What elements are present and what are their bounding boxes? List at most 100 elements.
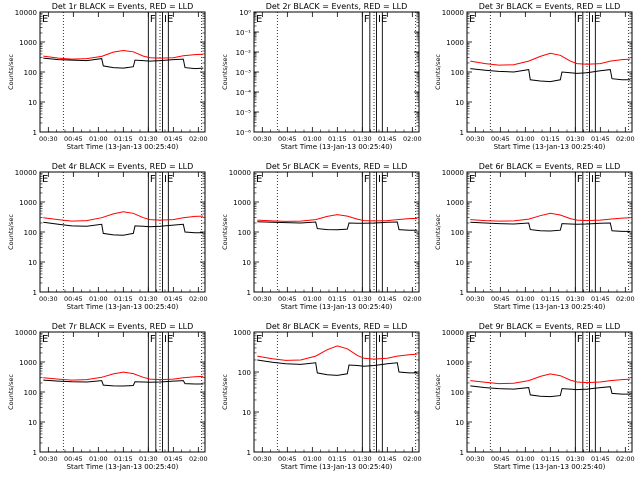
flag-label-e: E bbox=[256, 334, 262, 345]
x-tick-label: 02:00 bbox=[189, 295, 208, 303]
y-axis-label: Counts/sec bbox=[221, 54, 229, 90]
events-series-line bbox=[257, 359, 418, 376]
x-tick-label: 01:45 bbox=[378, 295, 397, 303]
y-axis-label: Counts/sec bbox=[434, 214, 442, 250]
panel-det-4r: Det 4r BLACK = Events, RED = LLD 1 10 100 10… bbox=[7, 162, 208, 311]
x-tick-label: 01:30 bbox=[353, 455, 372, 463]
x-tick-label: 01:00 bbox=[89, 135, 108, 143]
y-tick-label: 10⁻⁴ bbox=[236, 89, 252, 97]
panel-det-3r: Det 3r BLACK = Events, RED = LLD 1 10 100 10… bbox=[434, 2, 635, 151]
y-tick-label: 1000 bbox=[446, 39, 464, 47]
x-tick-label: 01:45 bbox=[164, 295, 183, 303]
x-tick-label: 00:45 bbox=[278, 295, 297, 303]
x-tick-label: 01:00 bbox=[516, 295, 535, 303]
lld-series-line bbox=[257, 345, 418, 361]
x-tick-label: 02:00 bbox=[616, 135, 635, 143]
y-tick-label: 1000 bbox=[233, 199, 251, 207]
x-tick-label: 01:45 bbox=[378, 135, 397, 143]
y-tick-label: 1 bbox=[247, 449, 251, 457]
y-tick-label: 1000 bbox=[19, 39, 37, 47]
flag-label-f: F bbox=[364, 334, 370, 345]
y-tick-label: 1 bbox=[33, 449, 37, 457]
y-tick-label: 10 bbox=[455, 259, 464, 267]
events-series-line bbox=[43, 379, 204, 387]
x-tick-label: 02:00 bbox=[189, 455, 208, 463]
y-axis-label: Counts/sec bbox=[7, 54, 15, 90]
lld-series-line bbox=[43, 371, 204, 381]
plot-frame bbox=[253, 331, 420, 453]
panel-title: Det 6r BLACK = Events, RED = LLD bbox=[479, 162, 621, 171]
y-tick-label: 10000 bbox=[442, 329, 464, 337]
flag-label-e: E bbox=[42, 174, 48, 185]
x-tick-label: 01:15 bbox=[114, 455, 133, 463]
x-tick-label: 01:30 bbox=[139, 135, 158, 143]
y-tick-label: 100 bbox=[24, 229, 37, 237]
y-axis-label: Counts/sec bbox=[7, 214, 15, 250]
plot-frame bbox=[39, 331, 206, 453]
x-tick-label: 00:45 bbox=[278, 455, 297, 463]
y-tick-label: 100 bbox=[451, 69, 464, 77]
x-axis-label: Start Time (13-Jan-13 00:25:40) bbox=[281, 303, 393, 311]
y-axis-label: Counts/sec bbox=[434, 374, 442, 410]
x-tick-label: 00:30 bbox=[253, 455, 272, 463]
x-tick-label: 00:45 bbox=[491, 455, 510, 463]
panel-title: Det 5r BLACK = Events, RED = LLD bbox=[266, 162, 408, 171]
flag-label-f: F bbox=[150, 174, 156, 185]
panel-det-5r: Det 5r BLACK = Events, RED = LLD 1 10 100 10… bbox=[221, 162, 422, 311]
flag-label-e: E bbox=[42, 14, 48, 25]
x-tick-label: 01:30 bbox=[566, 135, 585, 143]
y-tick-label: 100 bbox=[24, 69, 37, 77]
y-tick-label: 10⁻² bbox=[236, 49, 252, 57]
x-axis-label: Start Time (13-Jan-13 00:25:40) bbox=[494, 463, 606, 471]
x-tick-label: 02:00 bbox=[403, 135, 422, 143]
events-series-line bbox=[470, 68, 631, 83]
panel-det-6r: Det 6r BLACK = Events, RED = LLD 1 10 100 10… bbox=[434, 162, 635, 311]
x-tick-label: 00:30 bbox=[466, 135, 485, 143]
flag-label-ie: IE bbox=[591, 334, 600, 345]
flag-label-e: E bbox=[469, 14, 475, 25]
x-tick-label: 01:00 bbox=[303, 295, 322, 303]
x-tick-label: 02:00 bbox=[403, 295, 422, 303]
y-tick-label: 10⁰ bbox=[239, 9, 251, 17]
y-tick-label: 1 bbox=[460, 129, 464, 137]
x-tick-label: 00:30 bbox=[253, 295, 272, 303]
flag-label-e: E bbox=[42, 334, 48, 345]
panel-title: Det 8r BLACK = Events, RED = LLD bbox=[266, 322, 408, 331]
x-axis-label: Start Time (13-Jan-13 00:25:40) bbox=[67, 303, 179, 311]
y-tick-label: 10 bbox=[28, 99, 37, 107]
x-tick-label: 01:00 bbox=[89, 455, 108, 463]
x-tick-label: 01:45 bbox=[164, 135, 183, 143]
x-tick-label: 00:45 bbox=[278, 135, 297, 143]
x-tick-label: 01:45 bbox=[164, 455, 183, 463]
flag-label-ie: IE bbox=[164, 14, 173, 25]
flag-label-ie: IE bbox=[591, 174, 600, 185]
lld-series-line bbox=[257, 214, 418, 222]
x-tick-label: 00:45 bbox=[64, 135, 83, 143]
y-tick-label: 10 bbox=[28, 419, 37, 427]
y-tick-label: 1 bbox=[460, 449, 464, 457]
x-tick-label: 01:15 bbox=[328, 455, 347, 463]
x-tick-label: 02:00 bbox=[616, 295, 635, 303]
plot-frame bbox=[466, 331, 633, 453]
x-tick-label: 00:30 bbox=[39, 295, 58, 303]
x-tick-label: 01:15 bbox=[114, 295, 133, 303]
flag-label-ie: IE bbox=[378, 334, 387, 345]
flag-label-ie: IE bbox=[164, 174, 173, 185]
x-tick-label: 00:30 bbox=[466, 295, 485, 303]
panel-det-8r: Det 8r BLACK = Events, RED = LLD 1 10 100 10… bbox=[221, 322, 422, 471]
flag-label-f: F bbox=[150, 14, 156, 25]
x-tick-label: 01:00 bbox=[303, 455, 322, 463]
x-tick-label: 00:30 bbox=[253, 135, 272, 143]
x-axis-label: Start Time (13-Jan-13 00:25:40) bbox=[281, 143, 393, 151]
x-axis-label: Start Time (13-Jan-13 00:25:40) bbox=[67, 463, 179, 471]
x-tick-label: 01:00 bbox=[89, 295, 108, 303]
y-tick-label: 10000 bbox=[442, 9, 464, 17]
y-tick-label: 10 bbox=[28, 259, 37, 267]
y-axis-label: Counts/sec bbox=[221, 374, 229, 410]
y-tick-label: 10000 bbox=[15, 169, 37, 177]
x-tick-label: 01:30 bbox=[566, 295, 585, 303]
y-tick-label: 10000 bbox=[15, 9, 37, 17]
y-tick-label: 1000 bbox=[446, 199, 464, 207]
panel-title: Det 9r BLACK = Events, RED = LLD bbox=[479, 322, 621, 331]
flag-label-ie: IE bbox=[591, 14, 600, 25]
